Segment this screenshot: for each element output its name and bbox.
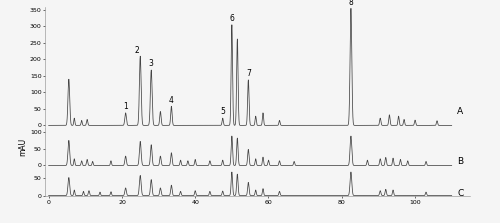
Text: 7: 7 xyxy=(246,69,251,78)
Text: 2: 2 xyxy=(134,45,139,54)
Text: B: B xyxy=(457,157,464,166)
Text: 4: 4 xyxy=(169,96,174,105)
Text: 3: 3 xyxy=(149,59,154,68)
Text: 1: 1 xyxy=(123,102,128,111)
Text: 5: 5 xyxy=(220,107,225,116)
Y-axis label: mAU: mAU xyxy=(18,138,27,156)
Text: C: C xyxy=(457,189,464,198)
Text: A: A xyxy=(457,107,464,116)
Text: 8: 8 xyxy=(348,0,354,7)
Text: 6: 6 xyxy=(230,14,234,23)
